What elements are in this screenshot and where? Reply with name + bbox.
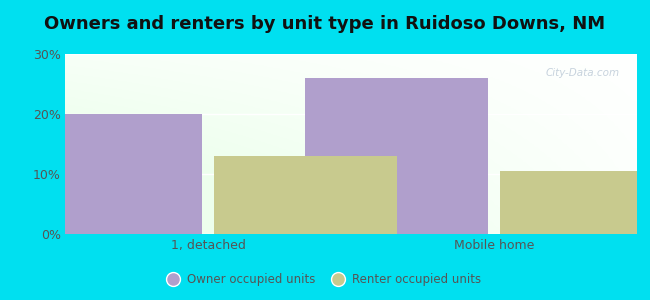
Bar: [214, 156, 396, 234]
Legend: Owner occupied units, Renter occupied units: Owner occupied units, Renter occupied un…: [164, 269, 486, 291]
Text: Owners and renters by unit type in Ruidoso Downs, NM: Owners and renters by unit type in Ruido…: [44, 15, 606, 33]
Text: City-Data.com: City-Data.com: [546, 68, 620, 78]
Bar: [500, 171, 650, 234]
Bar: [306, 78, 488, 234]
Bar: [20, 114, 202, 234]
